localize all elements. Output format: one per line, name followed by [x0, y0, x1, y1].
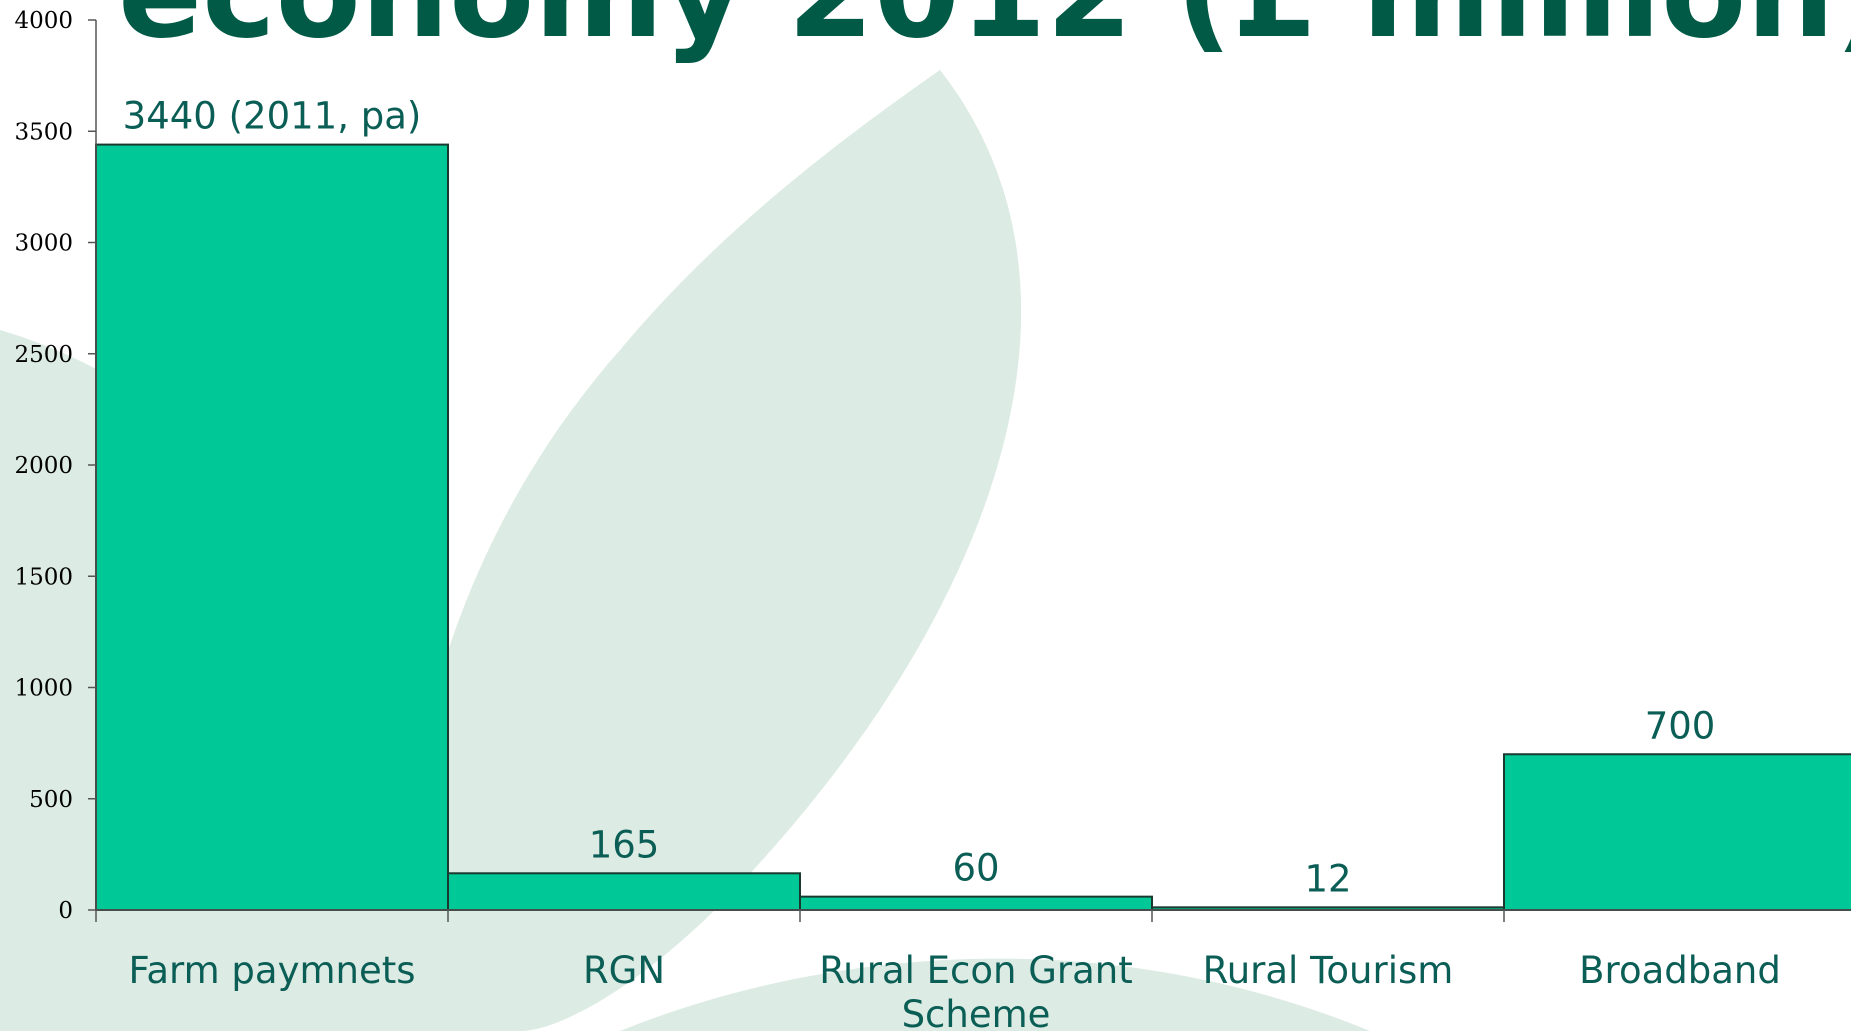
- y-tick-label-4: 2000: [14, 453, 73, 479]
- bar-0: [95, 143, 449, 912]
- y-tick-label-0: 0: [58, 898, 73, 924]
- bar-2: [799, 895, 1153, 912]
- data-label-4: 700: [1645, 704, 1716, 747]
- data-label-2: 60: [952, 847, 999, 890]
- y-tick-label-5: 2500: [14, 342, 73, 368]
- chart-title-layer: economy 2012 (£ million): [118, 0, 1851, 66]
- y-tick-label-2: 1000: [14, 676, 73, 702]
- y-tick-label-8: 4000: [14, 8, 73, 34]
- axes-layer: 0 500 1000 1500 2000 2500 3000 3500 4000: [14, 8, 1851, 924]
- leaf-shape-1: [404, 70, 1022, 1031]
- x-tick-label-1: RGN: [583, 949, 665, 992]
- y-tick-label-6: 3000: [14, 231, 73, 257]
- x-tick-label-2-line-1: Scheme: [902, 993, 1051, 1031]
- data-label-1: 165: [589, 823, 660, 866]
- data-label-0: 3440 (2011, pa): [123, 95, 422, 138]
- x-tick-label-2-line-0: Rural Econ Grant: [819, 949, 1133, 992]
- x-tick-label-3: Rural Tourism: [1203, 949, 1454, 992]
- x-tick-label-0: Farm paymnets: [128, 949, 415, 992]
- bars-layer: [95, 143, 1851, 912]
- y-tick-label-3: 1500: [14, 564, 73, 590]
- x-tick-label-4: Broadband: [1579, 949, 1781, 992]
- leaf-shape-3: [620, 958, 1370, 1031]
- leaf-shape-4: [0, 994, 170, 1031]
- data-label-3: 12: [1304, 857, 1351, 900]
- chart-title: economy 2012 (£ million): [118, 0, 1851, 66]
- bar-4: [1503, 753, 1851, 911]
- y-tick-label-7: 3500: [14, 119, 73, 145]
- y-tick-label-1: 500: [29, 787, 73, 813]
- bar-1: [447, 872, 801, 911]
